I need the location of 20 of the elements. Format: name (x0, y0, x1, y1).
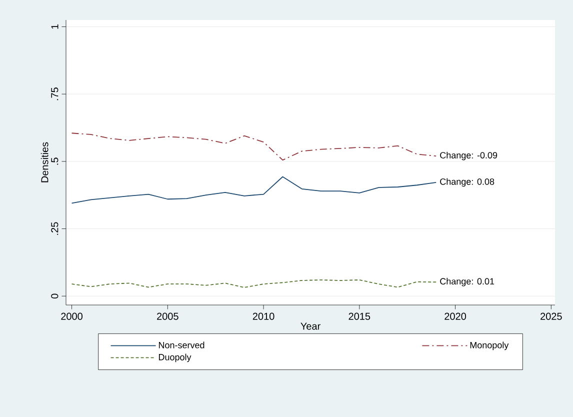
y-tick-label: 1 (51, 24, 58, 29)
y-tick-label: .25 (51, 222, 58, 235)
y-tick-label: .5 (51, 158, 58, 165)
x-tick-label: 2025 (540, 312, 562, 320)
y-tick-label: .75 (51, 88, 58, 100)
line-series (71, 279, 437, 288)
x-tick-label: 2020 (444, 312, 466, 320)
legend-label: Duopoly (158, 354, 192, 362)
annotation: Change: -0.09 (440, 152, 498, 160)
x-tick-label: 2000 (61, 312, 82, 320)
legend-label: Monopoly (470, 342, 509, 350)
x-tick-label: 2010 (252, 312, 274, 320)
x-tick-label: 2005 (157, 312, 178, 320)
y-tick-label: 0 (51, 294, 58, 298)
y-axis-title: Densities (40, 142, 48, 182)
x-axis-title: Year (300, 322, 320, 330)
annotation: Change: 0.01 (440, 278, 494, 286)
legend-label: Non-served (158, 342, 204, 348)
x-tick-label: 2015 (348, 312, 370, 320)
annotation: Change: 0.08 (440, 178, 494, 187)
